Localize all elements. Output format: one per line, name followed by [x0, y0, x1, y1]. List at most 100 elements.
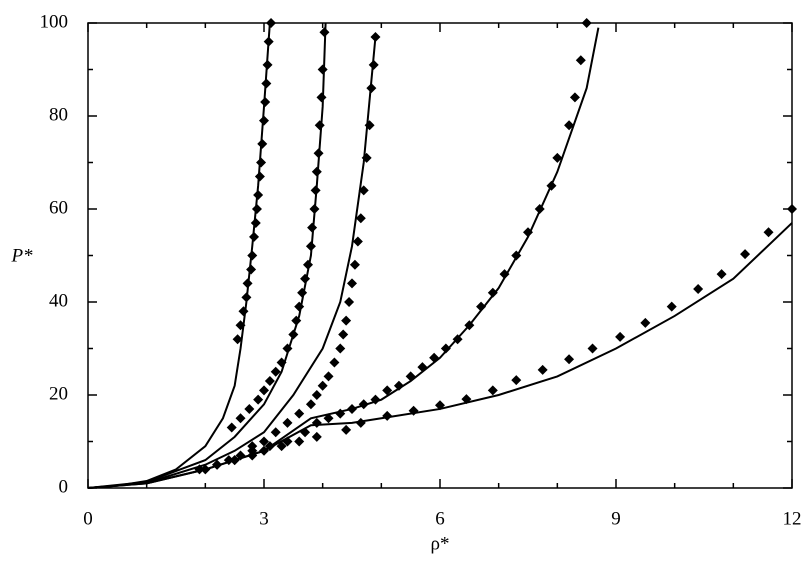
data-point — [716, 269, 727, 280]
data-point — [282, 343, 293, 354]
data-point — [347, 278, 357, 289]
x-tick-label: 12 — [783, 508, 802, 529]
data-point — [249, 231, 260, 242]
data-point — [417, 362, 428, 373]
data-point — [244, 403, 255, 414]
data-point — [511, 250, 522, 261]
data-point — [264, 441, 275, 452]
data-point — [335, 343, 346, 354]
data-point — [311, 431, 322, 442]
data-point — [294, 436, 305, 447]
data-point — [440, 343, 451, 354]
data-point — [487, 385, 498, 396]
y-tick-label: 80 — [49, 104, 68, 125]
data-point — [262, 59, 273, 70]
data-point — [238, 306, 249, 317]
data-point — [575, 55, 586, 66]
data-point — [341, 315, 352, 326]
data-point — [311, 166, 322, 177]
data-point — [552, 152, 563, 163]
data-point — [311, 390, 322, 400]
data-point — [266, 18, 277, 28]
data-point — [408, 405, 419, 416]
data-point — [335, 408, 346, 419]
data-point — [247, 450, 258, 461]
data-point — [740, 249, 751, 260]
data-point — [246, 264, 257, 275]
data-point — [242, 278, 253, 289]
data-point — [581, 18, 592, 28]
data-point — [254, 171, 265, 182]
data-point — [317, 64, 328, 75]
curve — [87, 36, 377, 489]
data-point — [259, 436, 269, 447]
data-point — [305, 241, 316, 252]
data-point — [309, 204, 320, 214]
data-point — [259, 115, 269, 126]
data-point — [355, 213, 366, 224]
data-point — [344, 297, 355, 307]
data-point — [569, 92, 580, 103]
data-point — [352, 236, 363, 247]
x-axis-label: ρ* — [431, 533, 450, 554]
y-tick-label: 60 — [49, 197, 68, 218]
data-point — [452, 334, 463, 345]
data-point — [235, 413, 246, 424]
data-point — [370, 31, 381, 42]
data-point — [276, 441, 287, 452]
data-point — [294, 408, 305, 419]
data-point — [564, 120, 575, 131]
data-point — [288, 329, 299, 340]
data-point — [347, 403, 357, 414]
data-point — [303, 259, 313, 270]
curve — [87, 27, 600, 489]
data-point — [232, 334, 243, 345]
y-tick-label: 0 — [59, 476, 69, 497]
data-point — [311, 417, 322, 428]
data-point — [297, 287, 308, 298]
x-tick-label: 0 — [83, 508, 93, 529]
data-point — [382, 410, 393, 421]
data-point — [300, 273, 311, 284]
data-point — [461, 394, 472, 405]
data-point — [319, 27, 330, 38]
data-point — [247, 250, 258, 261]
data-point — [200, 464, 211, 475]
plot-frame — [87, 22, 793, 489]
data-point — [537, 364, 548, 375]
data-point — [305, 399, 316, 410]
data-point — [229, 455, 240, 466]
data-point — [666, 301, 677, 312]
data-point — [763, 227, 774, 238]
data-point — [270, 366, 281, 377]
data-point — [282, 436, 293, 447]
data-point — [435, 400, 445, 411]
curve — [87, 22, 327, 489]
data-point — [241, 292, 252, 303]
data-point — [259, 445, 269, 456]
data-point — [294, 301, 305, 312]
data-point — [615, 331, 626, 342]
data-point — [310, 185, 321, 196]
data-point — [256, 157, 267, 168]
data-point — [251, 204, 262, 214]
data-point — [693, 283, 704, 294]
data-point — [261, 78, 272, 89]
data-point — [587, 343, 598, 354]
curve — [87, 222, 793, 489]
data-point — [564, 354, 575, 365]
data-point — [212, 459, 223, 470]
data-point — [276, 357, 287, 368]
data-point — [499, 269, 510, 280]
data-point — [429, 352, 440, 363]
data-point — [264, 376, 275, 387]
data-point — [253, 394, 264, 405]
data-point — [226, 422, 237, 433]
data-point — [349, 259, 360, 270]
data-point — [307, 222, 318, 233]
data-point — [323, 371, 334, 382]
y-axis-label: P* — [10, 245, 33, 266]
y-tick-label: 100 — [40, 11, 69, 32]
data-point — [487, 287, 498, 298]
